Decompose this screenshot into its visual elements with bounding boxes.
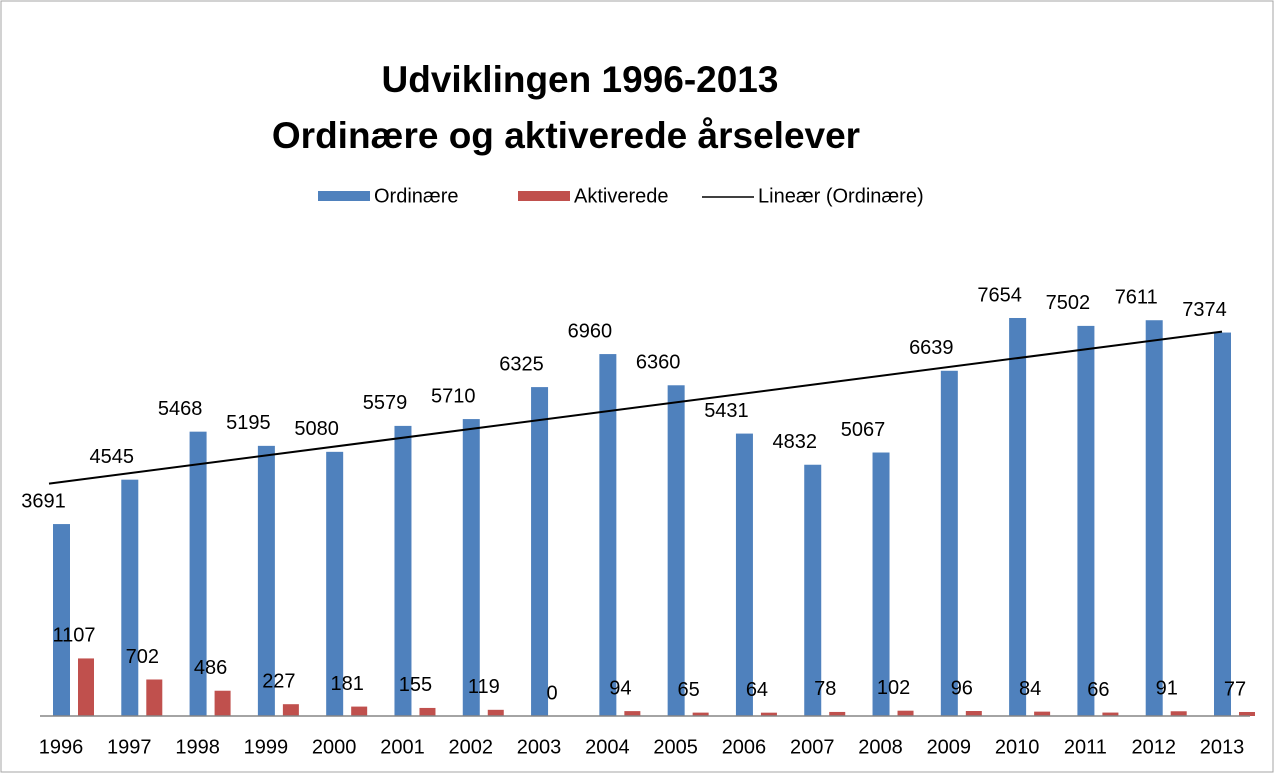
bar — [1145, 320, 1163, 716]
x-tick-label: 2006 — [722, 736, 767, 758]
data-label: 78 — [814, 678, 836, 700]
x-tick-label: 1998 — [175, 736, 220, 758]
x-tick-label: 2000 — [312, 736, 357, 758]
bar — [326, 451, 344, 716]
data-label: 7502 — [1046, 292, 1091, 314]
chart-title: Ordinære og aktiverede årselever — [272, 115, 860, 156]
data-label: 64 — [746, 679, 768, 701]
data-label: 702 — [126, 646, 159, 668]
bar — [394, 425, 412, 716]
data-label: 4545 — [90, 446, 135, 468]
bar — [351, 706, 368, 716]
data-label: 5195 — [226, 412, 271, 434]
bar — [189, 431, 207, 716]
bar — [1077, 325, 1095, 716]
data-label: 7611 — [1115, 287, 1158, 309]
x-tick-label: 2003 — [517, 736, 562, 758]
x-tick-label: 2013 — [1200, 736, 1245, 758]
bar — [692, 712, 709, 716]
bar — [1170, 711, 1187, 716]
data-label: 77 — [1224, 678, 1246, 700]
bar — [872, 452, 890, 716]
bar — [624, 711, 641, 716]
bar — [1214, 332, 1231, 716]
data-label: 102 — [877, 677, 910, 699]
legend-swatch — [318, 191, 370, 201]
bar — [462, 419, 480, 716]
bar — [78, 658, 94, 716]
data-label: 91 — [1156, 678, 1178, 700]
bar — [1034, 711, 1051, 716]
data-label: 155 — [399, 674, 432, 696]
x-tick-label: 2009 — [927, 736, 972, 758]
x-tick-label: 2010 — [995, 736, 1040, 758]
bar — [760, 712, 777, 716]
x-tick-label: 2005 — [653, 736, 698, 758]
bar — [599, 354, 617, 716]
bar — [419, 707, 436, 716]
data-label: 5431 — [704, 400, 749, 422]
bar — [804, 464, 822, 716]
legend-label: Ordinære — [374, 185, 458, 207]
data-label: 6639 — [909, 337, 954, 359]
bar — [1009, 317, 1027, 716]
data-label: 181 — [330, 673, 363, 695]
data-label: 486 — [194, 657, 227, 679]
data-label: 5468 — [158, 398, 203, 420]
bar — [487, 709, 504, 716]
data-label: 0 — [546, 682, 557, 704]
data-label: 4832 — [772, 431, 817, 453]
x-tick-label: 2008 — [858, 736, 903, 758]
bar — [829, 711, 846, 716]
data-label: 5067 — [841, 419, 886, 441]
bar — [965, 711, 982, 716]
data-label: 94 — [609, 677, 631, 699]
data-label: 65 — [678, 679, 700, 701]
data-label: 6325 — [499, 353, 544, 375]
bar — [667, 385, 685, 716]
bar — [531, 387, 549, 716]
bar — [940, 370, 958, 716]
data-label: 6360 — [636, 352, 681, 374]
chart-title: Udviklingen 1996-2013 — [382, 59, 779, 100]
data-label: 7374 — [1182, 299, 1227, 321]
data-label: 66 — [1087, 679, 1109, 701]
data-label: 227 — [262, 670, 295, 692]
bar — [1239, 711, 1255, 716]
x-tick-label: 2004 — [585, 736, 630, 758]
data-label: 6960 — [568, 320, 613, 342]
x-tick-label: 2001 — [380, 736, 425, 758]
data-label: 5710 — [431, 385, 476, 407]
data-label: 7654 — [977, 284, 1022, 306]
data-label: 1107 — [52, 625, 95, 647]
bar — [1102, 712, 1119, 716]
bar — [214, 690, 231, 716]
x-tick-label: 2011 — [1064, 736, 1107, 758]
x-tick-label: 2002 — [449, 736, 494, 758]
data-label: 5579 — [363, 392, 408, 414]
legend-swatch — [518, 191, 570, 201]
x-tick-label: 1997 — [107, 736, 152, 758]
bar — [897, 710, 914, 716]
trendline — [48, 330, 1223, 485]
x-tick-label: 2012 — [1131, 736, 1176, 758]
bar — [282, 704, 299, 716]
legend-label: Aktiverede — [574, 185, 669, 207]
bar — [146, 679, 163, 716]
data-label: 119 — [468, 676, 500, 698]
data-label: 5080 — [294, 418, 339, 440]
data-label: 96 — [951, 677, 973, 699]
x-tick-label: 1996 — [39, 736, 84, 758]
data-label: 3691 — [21, 490, 66, 512]
bar — [121, 479, 139, 716]
legend-label: Lineær (Ordinære) — [758, 185, 924, 207]
data-label: 84 — [1019, 678, 1041, 700]
bar — [257, 445, 275, 716]
bar — [735, 433, 753, 716]
x-tick-label: 2007 — [790, 736, 835, 758]
bar — [53, 524, 70, 716]
x-tick-label: 1999 — [244, 736, 289, 758]
